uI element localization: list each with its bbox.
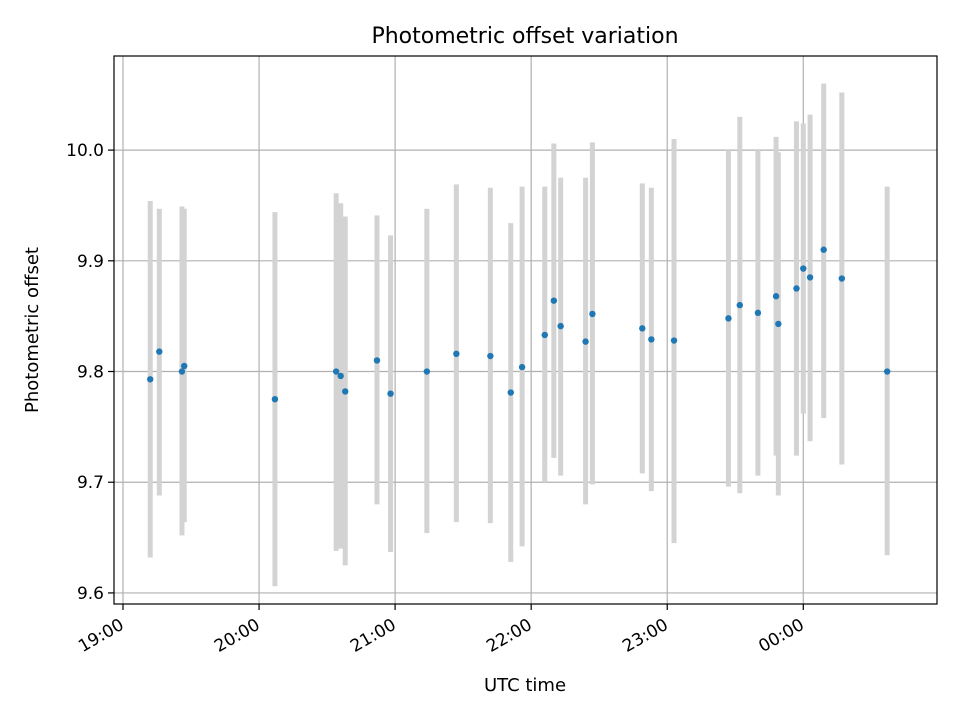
plot-frame bbox=[113, 55, 938, 605]
data-point bbox=[550, 297, 558, 304]
data-point bbox=[775, 320, 782, 328]
data-point bbox=[754, 309, 762, 317]
data-point bbox=[806, 274, 814, 281]
data-point bbox=[271, 395, 279, 403]
y-axis-label: Photometric offset bbox=[22, 247, 43, 413]
data-point bbox=[156, 348, 163, 355]
data-point bbox=[820, 246, 827, 253]
data-point bbox=[725, 315, 732, 322]
data-point bbox=[670, 337, 678, 344]
data-point bbox=[342, 388, 349, 395]
y-tick-label: 9.6 bbox=[77, 584, 104, 604]
y-tick-label: 9.7 bbox=[77, 473, 104, 493]
data-point bbox=[648, 336, 655, 343]
data-point bbox=[589, 310, 596, 318]
data-point bbox=[507, 389, 514, 396]
x-axis-label: UTC time bbox=[484, 675, 566, 696]
data-point bbox=[557, 322, 564, 330]
data-point bbox=[772, 293, 780, 300]
data-point bbox=[582, 338, 589, 345]
data-point bbox=[373, 357, 381, 364]
data-point bbox=[883, 368, 891, 375]
y-axis: 9.6 9.7 9.8 9.9 10.0 bbox=[66, 141, 114, 604]
data-point bbox=[800, 265, 807, 272]
data-point bbox=[518, 363, 526, 371]
y-tick-label: 9.9 bbox=[77, 252, 104, 272]
y-tick-label: 10.0 bbox=[66, 141, 104, 161]
data-point bbox=[487, 352, 494, 360]
chart-title: Photometric offset variation bbox=[371, 24, 678, 49]
data-point bbox=[387, 390, 394, 397]
data-point bbox=[793, 285, 800, 292]
data-point bbox=[453, 350, 460, 358]
data-point bbox=[178, 368, 186, 375]
data-point bbox=[423, 368, 431, 375]
data-point bbox=[736, 301, 743, 309]
data-point bbox=[332, 368, 340, 375]
data-point bbox=[838, 275, 846, 282]
data-point bbox=[181, 362, 188, 370]
data-point bbox=[639, 325, 646, 332]
data-point bbox=[147, 376, 154, 383]
data-point bbox=[337, 372, 344, 380]
data-points bbox=[147, 246, 891, 403]
data-point bbox=[541, 331, 548, 339]
y-tick-label: 9.8 bbox=[77, 363, 104, 383]
